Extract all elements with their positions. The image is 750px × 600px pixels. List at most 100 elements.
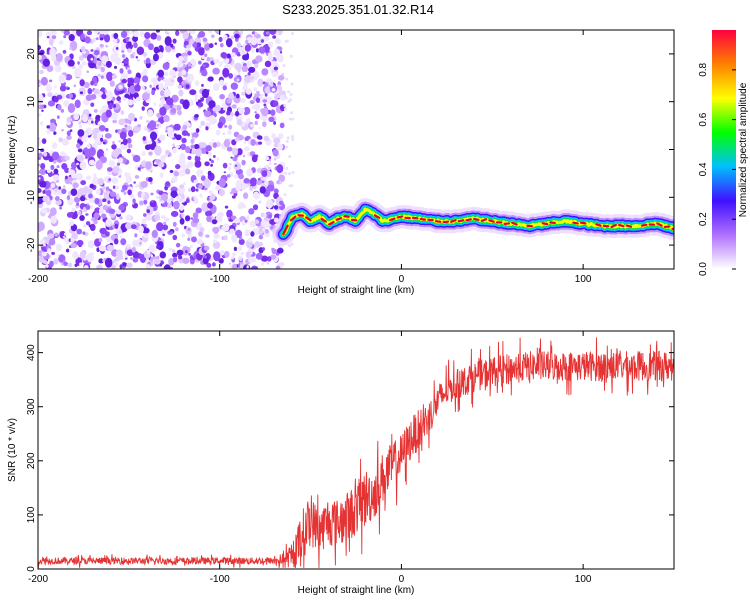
- noise-speckle: [207, 151, 212, 157]
- figure-title: S233.2025.351.01.32.R14: [282, 2, 434, 17]
- noise-speckle: [208, 30, 213, 34]
- noise-speckle: [139, 31, 145, 37]
- noise-speckle: [63, 261, 69, 266]
- noise-speckle: [194, 80, 200, 86]
- noise-speckle: [207, 76, 214, 82]
- noise-speckle: [127, 189, 132, 196]
- noise-speckle: [258, 141, 263, 145]
- noise-speckle: [99, 227, 107, 235]
- noise-speckle: [230, 52, 236, 58]
- noise-speckle: [142, 136, 147, 141]
- noise-speckle: [271, 87, 276, 92]
- noise-speckle: [40, 76, 48, 86]
- noise-speckle: [268, 41, 274, 48]
- noise-speckle: [272, 100, 279, 107]
- snr-x-tick-label: 100: [575, 574, 592, 585]
- noise-speckle: [67, 262, 73, 268]
- track-peak: [488, 219, 495, 223]
- noise-speckle: [175, 144, 180, 149]
- noise-speckle: [113, 261, 119, 267]
- noise-speckle: [134, 84, 141, 92]
- noise-speckle: [124, 172, 130, 178]
- noise-speckle: [77, 148, 83, 153]
- noise-speckle: [119, 216, 123, 220]
- noise-speckle: [218, 36, 223, 43]
- noise-speckle: [105, 148, 109, 151]
- noise-speckle: [181, 137, 187, 144]
- noise-speckle: [212, 240, 221, 250]
- noise-speckle: [208, 100, 216, 109]
- noise-speckle: [76, 210, 82, 216]
- noise-speckle: [175, 30, 180, 37]
- noise-speckle: [229, 228, 235, 235]
- noise-speckle: [239, 258, 243, 261]
- noise-speckle: [141, 92, 150, 101]
- noise-speckle: [273, 205, 279, 210]
- noise-speckle: [169, 170, 174, 174]
- track-peak: [282, 224, 289, 236]
- noise-speckle: [172, 38, 177, 44]
- noise-speckle: [147, 177, 153, 183]
- noise-speckle: [176, 249, 184, 256]
- noise-speckle: [156, 222, 164, 232]
- noise-speckle: [179, 169, 186, 177]
- noise-speckle: [278, 174, 285, 183]
- noise-speckle: [273, 162, 277, 166]
- noise-speckle: [198, 142, 202, 146]
- noise-speckle: [166, 203, 173, 209]
- noise-speckle: [285, 166, 289, 170]
- noise-speckle: [203, 245, 210, 251]
- noise-speckle: [188, 188, 192, 192]
- noise-speckle: [192, 132, 199, 138]
- noise-speckle: [61, 162, 68, 170]
- noise-speckle: [137, 124, 142, 128]
- noise-speckle: [87, 240, 95, 249]
- noise-speckle: [248, 208, 255, 215]
- noise-speckle: [245, 251, 252, 259]
- noise-speckle: [101, 93, 107, 100]
- noise-speckle: [184, 215, 191, 222]
- noise-speckle: [269, 81, 274, 87]
- spectrogram-x-ticks: -200 -100 0 100: [28, 30, 592, 285]
- spectrogram-y-tick-label: 10: [26, 96, 37, 108]
- noise-speckle: [56, 165, 60, 169]
- noise-speckle: [158, 161, 165, 168]
- noise-speckle: [39, 121, 44, 126]
- noise-speckle: [240, 251, 245, 256]
- noise-speckle: [232, 263, 237, 269]
- noise-speckle: [286, 136, 290, 140]
- noise-speckle: [145, 57, 151, 64]
- noise-speckle: [240, 30, 244, 35]
- noise-speckle: [56, 52, 63, 62]
- noise-speckle: [250, 47, 255, 53]
- noise-speckle: [204, 53, 208, 58]
- noise-speckle: [59, 85, 67, 92]
- noise-speckle: [273, 121, 277, 125]
- noise-speckle: [50, 54, 57, 62]
- noise-speckle: [199, 94, 203, 98]
- noise-speckle: [246, 89, 252, 95]
- noise-speckle: [63, 35, 67, 39]
- noise-speckle: [194, 160, 202, 168]
- noise-speckle: [190, 236, 197, 243]
- noise-speckle: [268, 158, 272, 162]
- noise-speckle: [248, 256, 254, 264]
- noise-speckle: [133, 30, 139, 38]
- noise-speckle: [104, 133, 112, 139]
- noise-speckle: [183, 40, 189, 46]
- noise-speckle: [266, 261, 270, 265]
- noise-speckle: [236, 42, 242, 48]
- noise-speckle: [89, 183, 95, 189]
- noise-speckle: [105, 60, 112, 68]
- noise-speckle: [190, 65, 194, 68]
- noise-speckle: [233, 246, 238, 252]
- noise-speckle: [78, 154, 83, 161]
- noise-speckle: [285, 39, 289, 43]
- noise-speckle: [66, 135, 72, 140]
- noise-speckle: [170, 190, 178, 198]
- noise-speckle: [162, 224, 169, 231]
- noise-speckle: [95, 160, 103, 170]
- noise-speckle: [242, 85, 248, 91]
- noise-speckle: [112, 115, 118, 121]
- noise-speckle: [45, 84, 52, 93]
